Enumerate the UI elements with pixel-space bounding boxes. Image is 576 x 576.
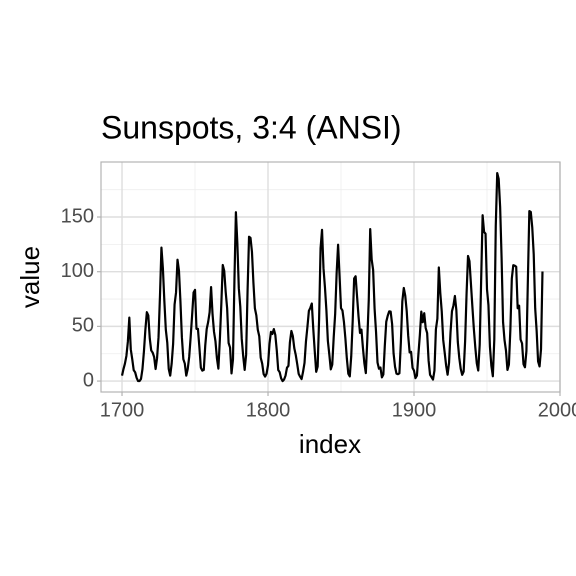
x-tick-label: 1900 [392, 399, 437, 421]
x-tick-label: 1800 [246, 399, 291, 421]
x-tick-label: 2000 [538, 399, 576, 421]
y-tick-label: 50 [72, 315, 94, 337]
y-axis-label: value [15, 246, 45, 308]
panel-border [100, 161, 561, 393]
line [120, 171, 544, 383]
y-tick-label: 150 [61, 205, 94, 227]
chart-title: Sunspots, 3:4 (ANSI) [101, 109, 402, 145]
x-axis-label: index [299, 429, 361, 459]
y-tick-label: 100 [61, 260, 94, 282]
y-tick-label: 0 [83, 369, 94, 391]
x-tick-label: 1700 [100, 399, 145, 421]
